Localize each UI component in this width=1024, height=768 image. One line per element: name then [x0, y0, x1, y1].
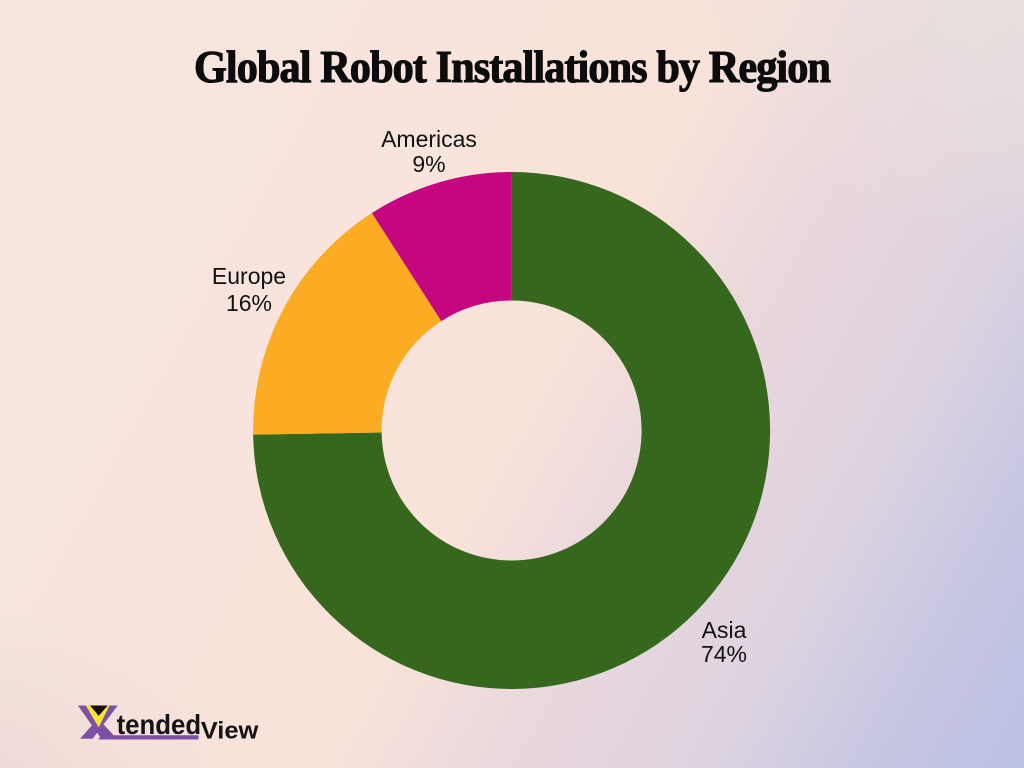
svg-text:View: View [201, 718, 259, 745]
svg-text:tended: tended [117, 709, 202, 740]
